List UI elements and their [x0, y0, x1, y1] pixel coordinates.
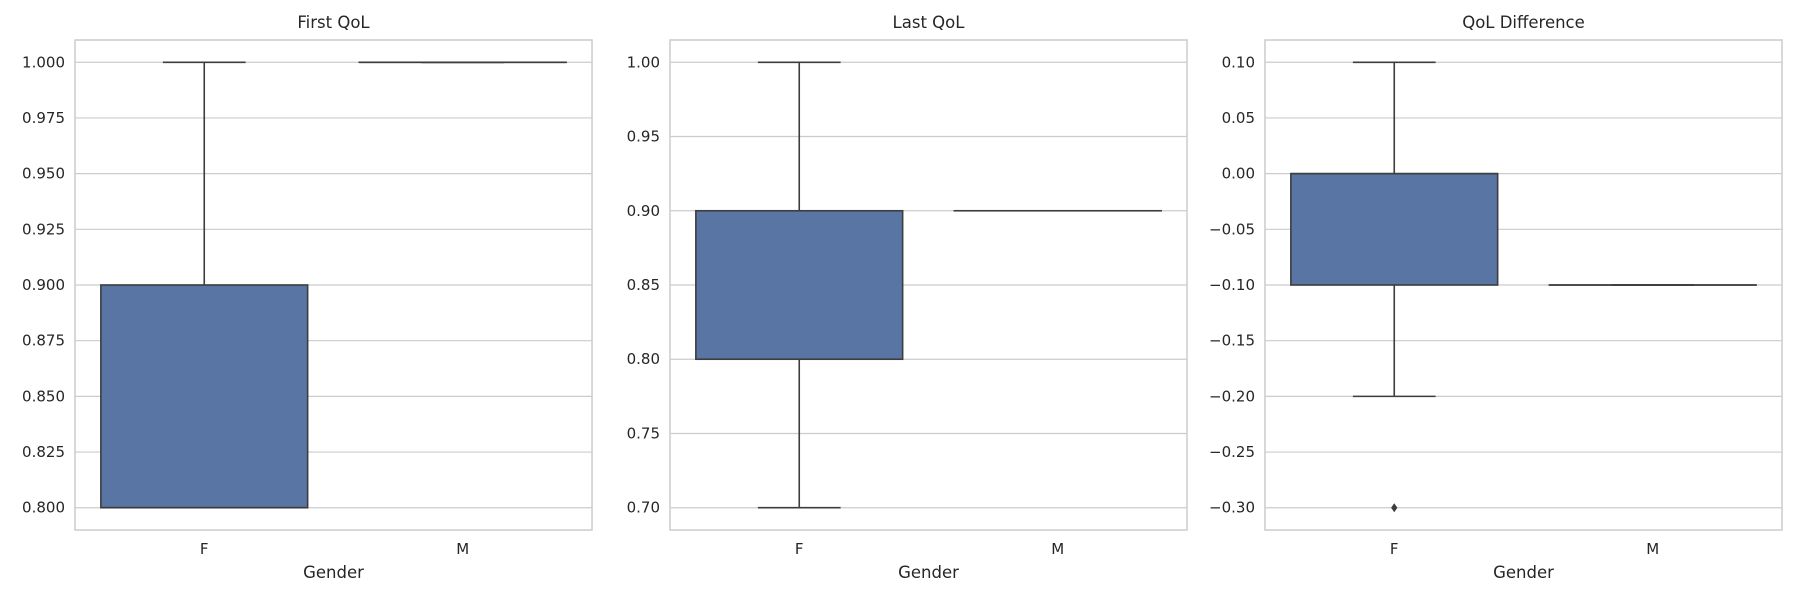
box-f — [695, 61, 904, 509]
y-tick-label: 1.000 — [22, 53, 65, 71]
panel-qol-difference: 0.10 0.05 0.00 −0.05 −0.10 −0.15 −0.20 −0.25 −0.… — [1209, 13, 1783, 582]
x-axis-label: Gender — [898, 563, 959, 582]
y-tick-label: 0.850 — [22, 387, 65, 405]
y-tick-label: 0.900 — [22, 276, 65, 294]
y-tick-label: 0.925 — [22, 220, 65, 238]
y-tick-labels: 0.10 0.05 0.00 −0.05 −0.10 −0.15 −0.20 −0.25 −0.… — [1209, 53, 1255, 516]
y-tick-label: 0.975 — [22, 109, 65, 127]
y-tick-label: 0.950 — [22, 165, 65, 183]
y-tick-label: −0.15 — [1209, 332, 1255, 350]
y-tick-label: 0.875 — [22, 332, 65, 350]
y-tick-labels: 0.800 0.825 0.850 0.875 0.900 0.925 0.950 0.975… — [22, 53, 65, 516]
boxes — [100, 61, 567, 509]
y-tick-label: 1.00 — [627, 53, 660, 71]
panel-title: QoL Difference — [1462, 13, 1585, 32]
y-tick-label: 0.85 — [627, 276, 660, 294]
box-f — [100, 61, 309, 509]
y-tick-label: 0.00 — [1222, 165, 1255, 183]
x-tick-label: F — [1390, 540, 1399, 558]
x-tick-label: F — [795, 540, 804, 558]
y-tick-label: 0.90 — [627, 202, 660, 220]
boxes — [695, 61, 1162, 509]
iqr-box — [695, 209, 904, 361]
y-tick-label: 0.80 — [627, 350, 660, 368]
y-tick-label: −0.25 — [1209, 443, 1255, 461]
x-axis-label: Gender — [1493, 563, 1554, 582]
outlier-point — [1391, 503, 1398, 513]
x-tick-label: F — [200, 540, 209, 558]
panel-title: Last QoL — [893, 13, 966, 32]
x-tick-label: M — [456, 540, 469, 558]
panel-title: First QoL — [297, 13, 370, 32]
y-tick-label: −0.05 — [1209, 220, 1255, 238]
y-tick-label: −0.10 — [1209, 276, 1255, 294]
y-tick-label: 0.70 — [627, 499, 660, 517]
iqr-box — [1290, 172, 1499, 286]
y-tick-label: 0.75 — [627, 424, 660, 442]
panel-first-qol: 0.800 0.825 0.850 0.875 0.900 0.925 0.950 0.975… — [22, 13, 593, 582]
x-axis-label: Gender — [303, 563, 364, 582]
boxes — [1290, 61, 1757, 513]
y-tick-label: 0.10 — [1222, 53, 1255, 71]
y-tick-label: 0.825 — [22, 443, 65, 461]
y-tick-label: 0.05 — [1222, 109, 1255, 127]
y-tick-label: 0.800 — [22, 499, 65, 517]
y-tick-label: −0.20 — [1209, 387, 1255, 405]
x-tick-label: M — [1051, 540, 1064, 558]
y-tick-labels: 0.70 0.75 0.80 0.85 0.90 0.95 1.00 — [627, 53, 660, 516]
x-tick-label: M — [1646, 540, 1659, 558]
iqr-box — [100, 284, 309, 509]
y-tick-label: −0.30 — [1209, 499, 1255, 517]
box-f — [1290, 61, 1499, 513]
y-tick-label: 0.95 — [627, 128, 660, 146]
